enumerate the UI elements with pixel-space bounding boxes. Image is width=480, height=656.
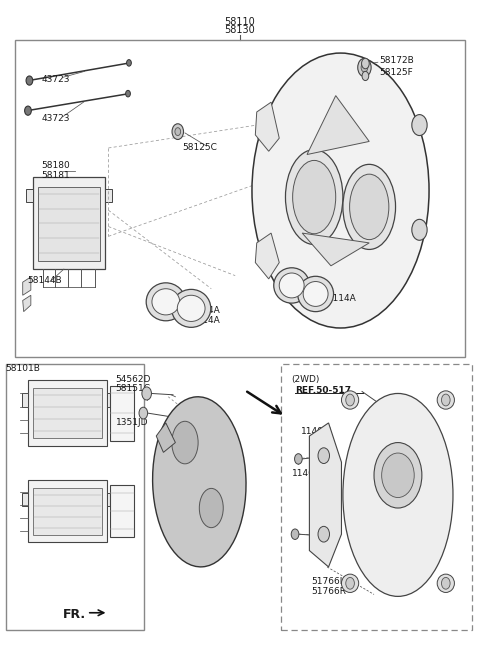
Text: FR.: FR. xyxy=(63,607,86,621)
Ellipse shape xyxy=(298,276,334,312)
Ellipse shape xyxy=(146,283,185,321)
Circle shape xyxy=(318,526,329,542)
Text: REF.50-517: REF.50-517 xyxy=(295,386,351,395)
Polygon shape xyxy=(33,488,102,535)
Text: 58144B: 58144B xyxy=(27,276,61,285)
Ellipse shape xyxy=(303,281,328,306)
Circle shape xyxy=(126,91,131,97)
Polygon shape xyxy=(23,295,31,312)
Circle shape xyxy=(172,124,183,140)
Text: 43723: 43723 xyxy=(41,114,70,123)
Circle shape xyxy=(26,76,33,85)
Polygon shape xyxy=(26,189,33,202)
Circle shape xyxy=(346,394,354,406)
Circle shape xyxy=(361,63,368,72)
Polygon shape xyxy=(109,485,133,537)
Text: 58125C: 58125C xyxy=(182,144,217,152)
Text: (2WD): (2WD) xyxy=(292,375,320,384)
Circle shape xyxy=(139,407,148,419)
Text: 58130: 58130 xyxy=(225,25,255,35)
Polygon shape xyxy=(33,177,105,269)
Polygon shape xyxy=(107,493,113,506)
Text: 51766R: 51766R xyxy=(311,586,346,596)
Circle shape xyxy=(142,387,152,400)
Ellipse shape xyxy=(341,391,359,409)
Circle shape xyxy=(362,72,369,81)
Polygon shape xyxy=(38,187,100,261)
Text: 1140EJ: 1140EJ xyxy=(292,469,323,478)
Circle shape xyxy=(24,106,31,115)
Ellipse shape xyxy=(153,397,246,567)
Ellipse shape xyxy=(293,161,336,234)
Polygon shape xyxy=(107,394,113,407)
Circle shape xyxy=(412,115,427,136)
Circle shape xyxy=(412,219,427,240)
Circle shape xyxy=(358,58,371,77)
Circle shape xyxy=(127,60,132,66)
Polygon shape xyxy=(22,493,28,506)
Ellipse shape xyxy=(437,391,455,409)
Circle shape xyxy=(374,443,422,508)
Polygon shape xyxy=(22,394,28,407)
Text: 58114A: 58114A xyxy=(322,294,356,303)
Circle shape xyxy=(318,448,329,464)
Text: 58151C: 58151C xyxy=(116,384,151,393)
Text: 58101B: 58101B xyxy=(5,364,40,373)
Circle shape xyxy=(346,577,354,589)
Circle shape xyxy=(442,577,450,589)
Polygon shape xyxy=(307,96,369,155)
Polygon shape xyxy=(255,102,279,152)
Text: 1140EJ: 1140EJ xyxy=(301,427,332,436)
Polygon shape xyxy=(105,189,112,202)
Polygon shape xyxy=(109,386,133,441)
Text: 54562D: 54562D xyxy=(116,375,151,384)
Text: 58172B: 58172B xyxy=(379,56,414,66)
Circle shape xyxy=(442,394,450,406)
Polygon shape xyxy=(28,480,107,543)
Ellipse shape xyxy=(343,165,396,249)
Text: 58114A: 58114A xyxy=(185,316,220,325)
Ellipse shape xyxy=(349,174,389,239)
Ellipse shape xyxy=(172,421,198,464)
Ellipse shape xyxy=(343,394,453,596)
Ellipse shape xyxy=(177,295,205,321)
Text: 58180: 58180 xyxy=(41,161,70,170)
Ellipse shape xyxy=(199,488,223,527)
Text: 1351JD: 1351JD xyxy=(116,419,148,428)
Ellipse shape xyxy=(252,53,429,328)
Polygon shape xyxy=(302,233,369,266)
Text: 58181: 58181 xyxy=(41,171,70,180)
Polygon shape xyxy=(156,423,175,453)
Polygon shape xyxy=(28,380,107,446)
Circle shape xyxy=(175,128,180,136)
Text: 51766L: 51766L xyxy=(311,577,345,586)
Circle shape xyxy=(291,529,299,539)
Ellipse shape xyxy=(286,150,343,245)
Ellipse shape xyxy=(437,574,455,592)
Ellipse shape xyxy=(279,273,304,298)
Ellipse shape xyxy=(152,289,180,315)
Circle shape xyxy=(295,454,302,464)
Text: 58114A: 58114A xyxy=(185,306,220,316)
Circle shape xyxy=(361,58,369,69)
Text: 58110: 58110 xyxy=(225,16,255,27)
Ellipse shape xyxy=(341,574,359,592)
Polygon shape xyxy=(255,233,279,279)
Ellipse shape xyxy=(171,289,211,327)
Polygon shape xyxy=(310,423,341,567)
Text: 58125F: 58125F xyxy=(379,68,412,77)
Ellipse shape xyxy=(274,268,310,303)
Circle shape xyxy=(382,453,414,497)
Polygon shape xyxy=(33,388,102,438)
Text: 58114A: 58114A xyxy=(274,282,308,291)
Text: 43723: 43723 xyxy=(41,75,70,84)
Polygon shape xyxy=(23,277,31,295)
